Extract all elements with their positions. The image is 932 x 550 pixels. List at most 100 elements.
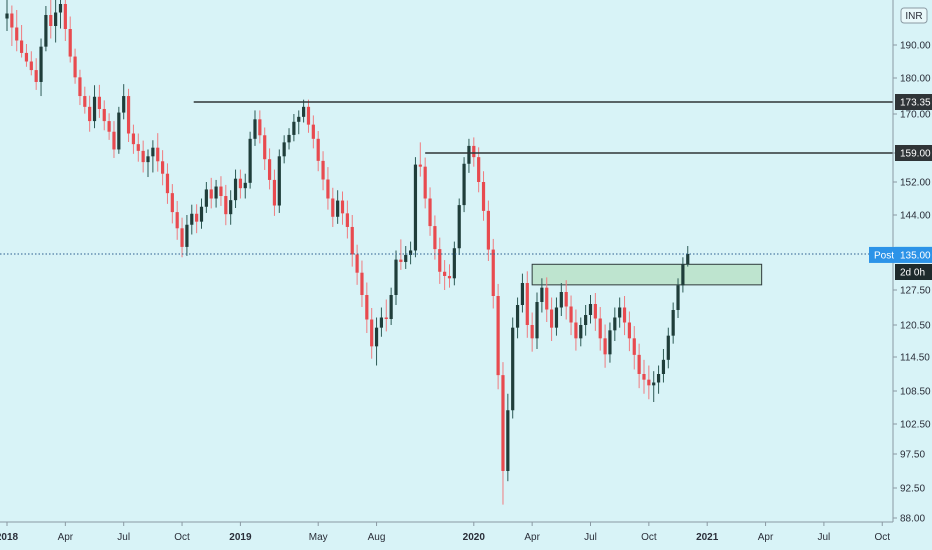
candle: [423, 157, 427, 209]
candle-body: [622, 307, 627, 323]
candle: [433, 215, 437, 260]
candle: [452, 241, 456, 286]
candle-body: [199, 206, 204, 222]
candle: [136, 133, 140, 162]
candle: [666, 327, 670, 369]
candle-body: [486, 210, 490, 250]
candle: [350, 215, 354, 267]
candle: [10, 5, 14, 46]
candle: [481, 171, 486, 221]
candle-body: [608, 330, 612, 355]
price-axis[interactable]: 190.00 180.00 170.00 159.00 152.00 144.00 135.…: [893, 41, 931, 525]
candle-body: [336, 200, 340, 217]
candle: [44, 6, 48, 52]
candle-body: [243, 182, 247, 189]
candle-body: [627, 322, 631, 339]
candle-body: [292, 121, 296, 135]
candle: [598, 307, 602, 351]
candle-body: [535, 302, 539, 339]
candle: [550, 297, 554, 341]
candle: [248, 131, 252, 189]
candle-body: [598, 318, 602, 339]
y-tick-label: 190.00: [900, 41, 931, 52]
candle-body: [267, 159, 272, 180]
candle-body: [195, 213, 199, 222]
time-axis[interactable]: 2018 Apr Jul Oct 2019 May Aug 2020 Apr Jul Oct 2021…: [0, 522, 890, 543]
candle: [477, 147, 481, 193]
candle: [88, 95, 92, 132]
candle: [399, 239, 403, 270]
candle: [258, 110, 262, 144]
candle: [165, 163, 170, 204]
candle-body: [78, 77, 82, 97]
candle-body: [661, 359, 666, 374]
candle: [467, 138, 471, 173]
candle-body: [112, 131, 116, 150]
candle-body: [107, 121, 111, 132]
candle-body: [554, 307, 559, 328]
candle-body: [506, 410, 510, 471]
candle: [491, 238, 495, 309]
candle-body: [151, 147, 155, 157]
candle: [501, 362, 505, 505]
y-tick-label: 88.00: [900, 514, 925, 525]
candle: [302, 99, 306, 123]
candle: [141, 140, 145, 173]
candle-body: [253, 119, 257, 139]
candle: [195, 204, 199, 234]
candle: [661, 349, 666, 383]
candle: [462, 157, 466, 213]
candle: [355, 244, 359, 285]
level-price-tag-box: [895, 94, 932, 110]
candle-body: [68, 29, 72, 57]
x-tick-label: Oct: [641, 532, 657, 543]
candle-body: [49, 15, 53, 26]
candle: [593, 293, 597, 331]
y-tick-label: 170.00: [900, 110, 931, 121]
candle-body: [233, 178, 238, 201]
candle: [627, 311, 631, 352]
candle-body: [229, 200, 233, 215]
candle-body: [579, 325, 583, 339]
x-tick-label: 2020: [463, 532, 486, 543]
candle: [545, 277, 549, 322]
candle-body: [345, 213, 349, 227]
candle-body: [44, 15, 48, 47]
candle-body: [569, 306, 573, 323]
candle: [233, 169, 238, 208]
candle: [681, 257, 685, 293]
candle: [180, 217, 184, 258]
candle: [287, 128, 291, 150]
candle-body: [73, 56, 77, 78]
candle: [584, 305, 588, 336]
candle-body: [515, 305, 520, 328]
currency-badge[interactable]: INR: [900, 7, 928, 24]
candle: [515, 297, 520, 339]
support-zone-layer: [531, 263, 763, 286]
candle-body: [438, 249, 442, 272]
level-price-tag: 159.00: [895, 145, 932, 161]
price-level-lines: [0, 101, 893, 255]
candle-body: [394, 259, 398, 295]
post-market-tag: Post 135.00: [869, 246, 932, 263]
candle-body: [277, 156, 281, 206]
level-price-tag-box: [895, 145, 932, 161]
candle: [613, 307, 617, 341]
candle-body: [472, 145, 476, 158]
candle: [379, 307, 384, 337]
candle-body: [263, 135, 267, 160]
candle: [443, 260, 447, 290]
candle-body: [297, 116, 301, 122]
candle-body: [467, 145, 471, 164]
candle-body: [58, 4, 63, 13]
candle: [331, 187, 335, 227]
candle-body: [447, 275, 452, 279]
candle-body: [550, 309, 554, 328]
candle: [146, 149, 150, 178]
candle: [525, 271, 529, 338]
candle-body: [559, 292, 563, 308]
candle-body: [63, 4, 67, 29]
candle-body: [603, 338, 607, 355]
